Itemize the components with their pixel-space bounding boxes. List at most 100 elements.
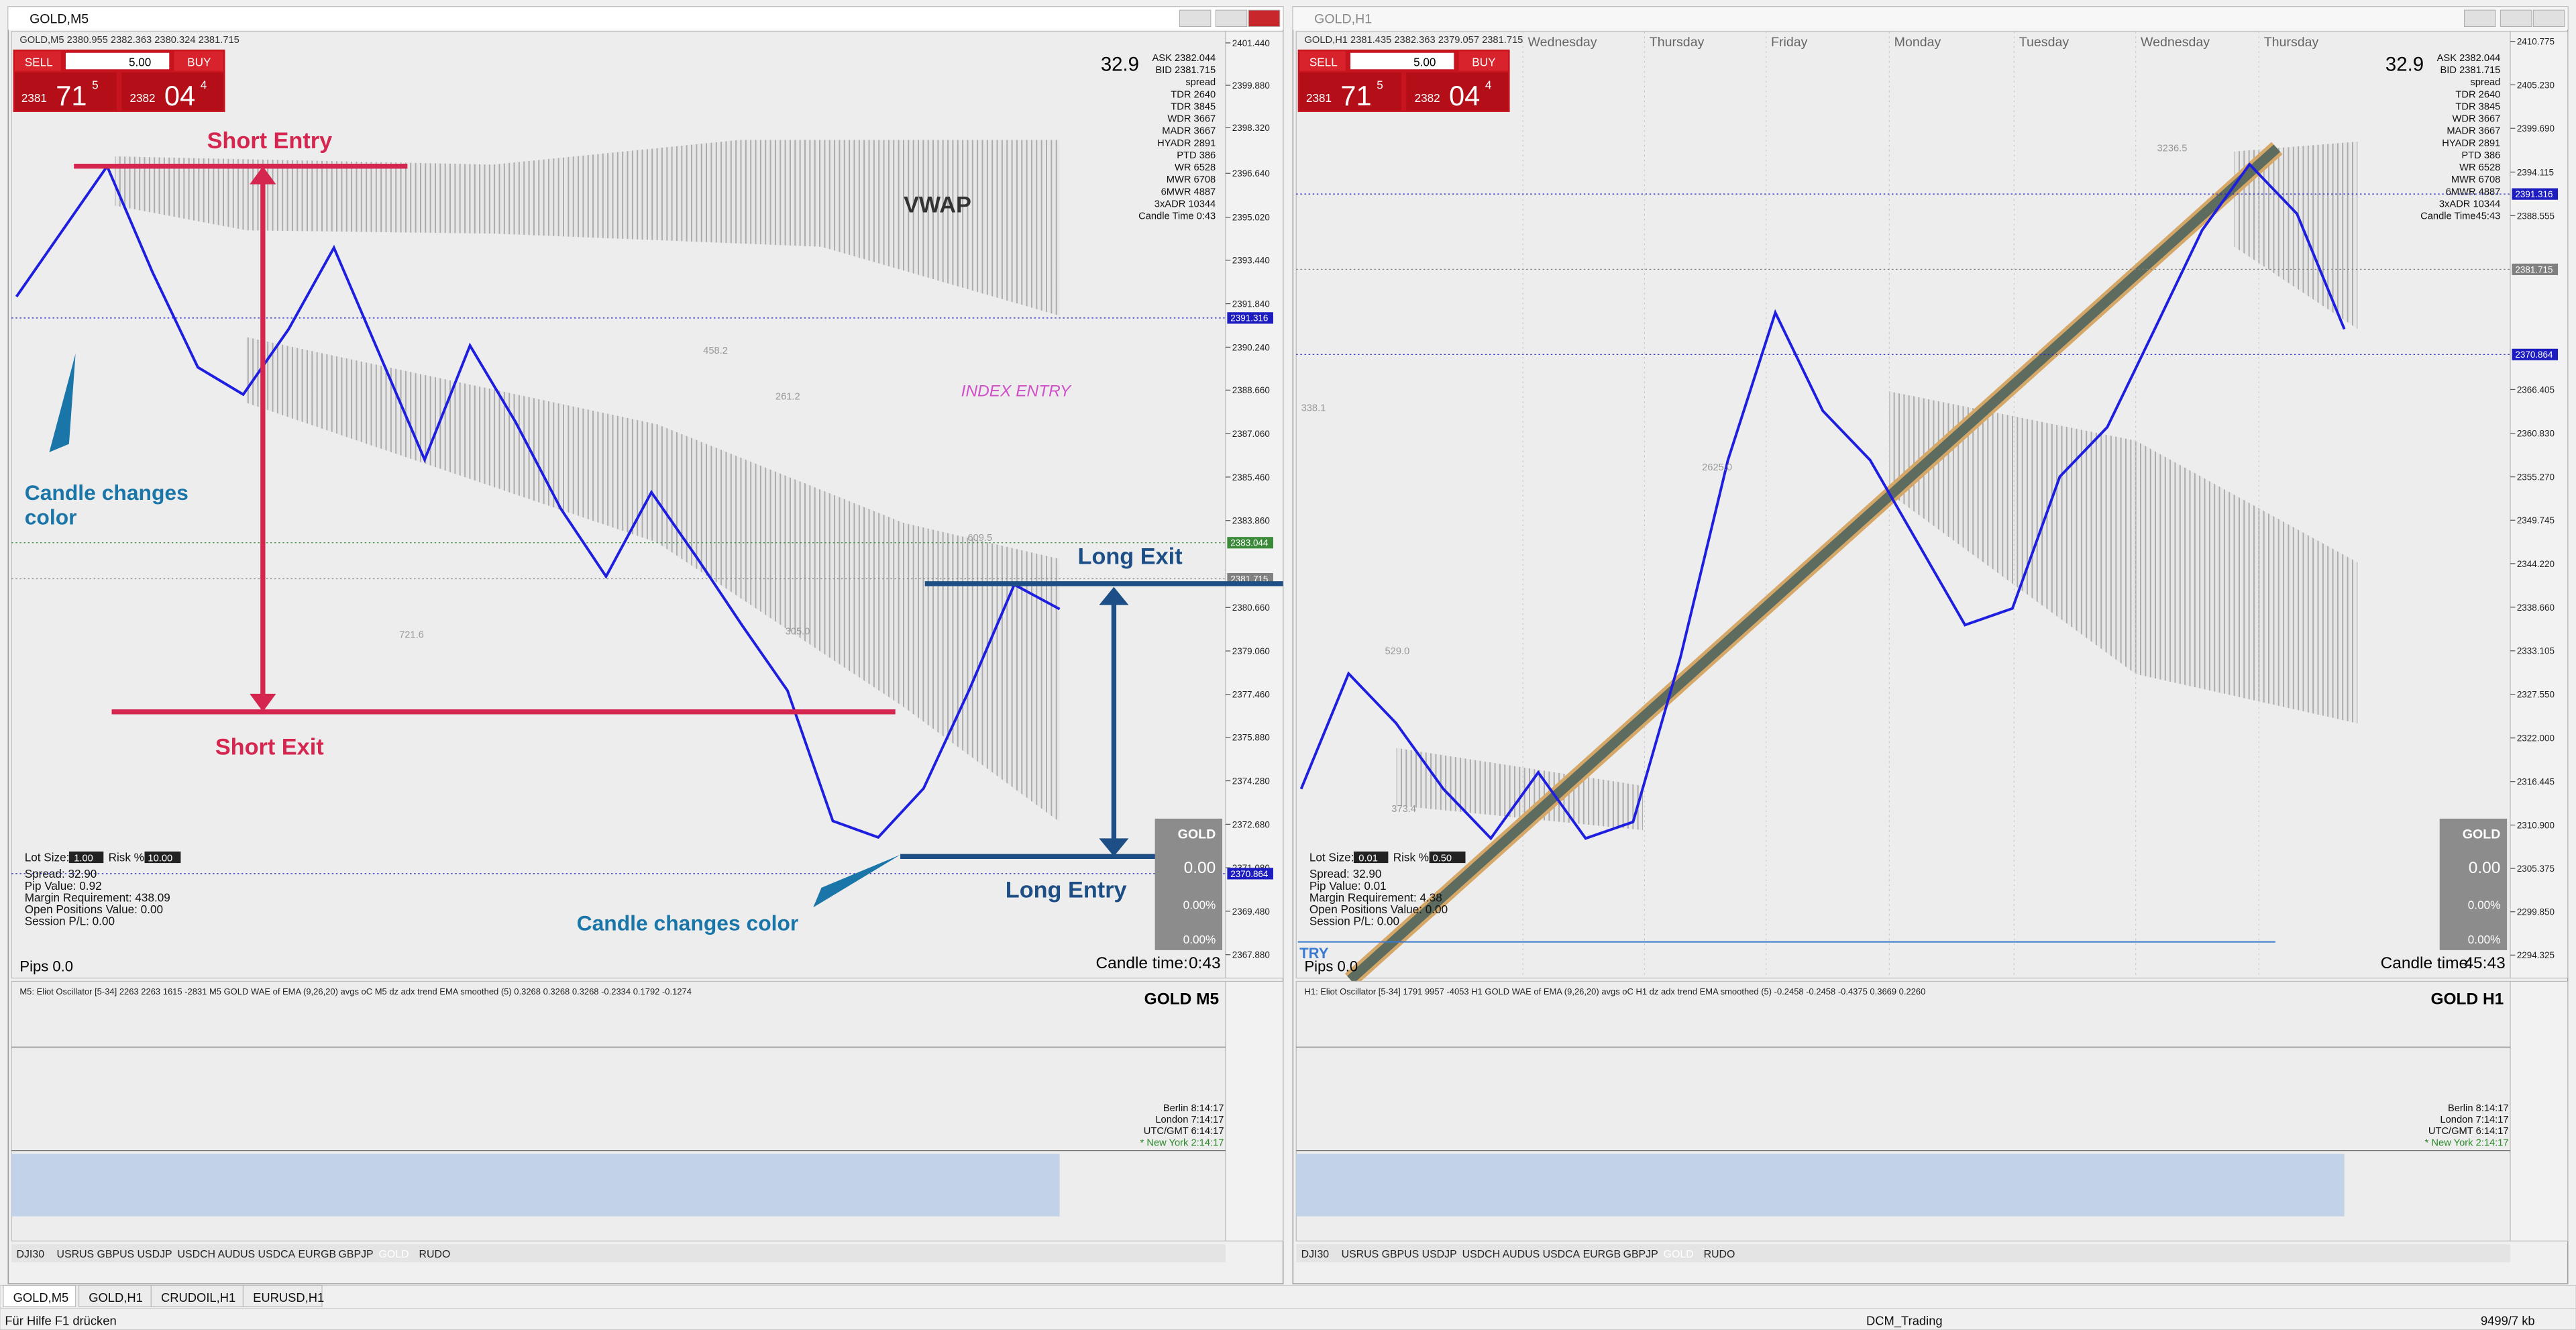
symbol-tab[interactable]: USRUS bbox=[56, 1249, 94, 1260]
account-line: Margin Requirement: 438.09 bbox=[25, 890, 170, 904]
y-tick-label: 2338.660 bbox=[2517, 603, 2555, 613]
price-tag-label: 2391.316 bbox=[2515, 189, 2553, 199]
chart-header: GOLD,M5 2380.955 2382.363 2380.324 2381.… bbox=[19, 35, 239, 46]
symbol-tab[interactable]: USDCH bbox=[1462, 1249, 1501, 1260]
clock: London 7:14:17 bbox=[2440, 1115, 2508, 1125]
info-line: 3xADR 10344 bbox=[1155, 199, 1216, 209]
symbol-tab[interactable]: GOLD bbox=[378, 1249, 409, 1260]
symbol-tab[interactable]: GBPJP bbox=[338, 1249, 373, 1260]
chart-tab-label[interactable]: GOLD,M5 bbox=[13, 1290, 69, 1305]
bid-box[interactable] bbox=[1299, 72, 1401, 111]
symbol-tab[interactable]: DJI30 bbox=[1301, 1249, 1330, 1260]
arrow-head bbox=[1099, 586, 1129, 605]
symbol-tab[interactable]: GBPJP bbox=[1623, 1249, 1658, 1260]
account-line: Spread: 32.90 bbox=[1309, 867, 1382, 880]
annotation: color bbox=[25, 505, 77, 529]
gold-box-text: 0.00 bbox=[1184, 859, 1216, 877]
price-tag bbox=[2512, 188, 2559, 200]
risk-label: Risk % bbox=[1393, 851, 1429, 864]
indicator-axis bbox=[1225, 980, 1284, 1241]
window-button[interactable] bbox=[2500, 9, 2532, 28]
lot-label: Lot Size: bbox=[25, 851, 70, 864]
annotation: INDEX ENTRY bbox=[961, 382, 1072, 401]
symbol-tab[interactable]: GBPUS bbox=[1382, 1249, 1419, 1260]
chart-tab-label[interactable]: GOLD,H1 bbox=[89, 1290, 143, 1305]
annotation: 529.0 bbox=[1385, 646, 1409, 657]
lot-field bbox=[68, 851, 104, 864]
symbol-tab[interactable]: RUDO bbox=[419, 1249, 450, 1260]
symbol-tab[interactable]: AUDUS bbox=[1503, 1249, 1540, 1260]
symbol-tab[interactable]: RUDO bbox=[1704, 1249, 1735, 1260]
info-line: WR 6528 bbox=[2459, 162, 2500, 173]
symbol-tab[interactable]: USDCH bbox=[177, 1249, 215, 1260]
symbol-tab[interactable]: GOLD bbox=[1664, 1249, 1694, 1260]
y-tick-label: 2396.640 bbox=[1232, 168, 1270, 178]
y-tick-label: 2310.900 bbox=[2517, 820, 2555, 830]
buy-button[interactable] bbox=[174, 51, 224, 71]
gold-box-text: 0.00% bbox=[2468, 933, 2501, 946]
status-bar bbox=[0, 1308, 2576, 1330]
chart-tab[interactable] bbox=[150, 1284, 244, 1307]
tab-bar bbox=[0, 1284, 2576, 1309]
annotation: Long Exit bbox=[1078, 544, 1183, 569]
lot-value: 5.00 bbox=[129, 55, 151, 68]
chart-tab[interactable] bbox=[3, 1284, 76, 1307]
y-tick-label: 2390.240 bbox=[1232, 342, 1270, 352]
ask-box[interactable] bbox=[121, 72, 224, 111]
window-button[interactable] bbox=[1179, 9, 1212, 28]
bid-box[interactable] bbox=[15, 72, 117, 111]
lot-field bbox=[1353, 851, 1389, 864]
buy-button[interactable] bbox=[1458, 51, 1509, 71]
symbol-tab[interactable]: USRUS bbox=[1342, 1249, 1379, 1260]
symbol-tab[interactable]: EURGB bbox=[298, 1249, 336, 1260]
info-line: PTD 386 bbox=[2461, 150, 2500, 161]
sell-label[interactable]: SELL bbox=[25, 55, 53, 68]
y-tick-label: 2372.680 bbox=[1232, 819, 1270, 829]
symbol-tab[interactable]: DJI30 bbox=[16, 1249, 44, 1260]
y-tick-label: 2385.460 bbox=[1232, 472, 1270, 482]
sell-button[interactable] bbox=[15, 51, 61, 71]
symbol-tab[interactable]: AUDUS bbox=[217, 1249, 255, 1260]
info-line: TDR 2640 bbox=[2455, 89, 2500, 100]
annotation: Long Entry bbox=[1006, 878, 1127, 903]
info-line: spread bbox=[2470, 77, 2500, 88]
info-line: HYADR 2891 bbox=[1157, 138, 1216, 149]
window-button[interactable] bbox=[2463, 9, 2496, 28]
symbol-tab[interactable]: USDCA bbox=[258, 1249, 295, 1260]
buy-label[interactable]: BUY bbox=[187, 55, 211, 68]
status-help: Für Hilfe F1 drücken bbox=[5, 1313, 116, 1327]
symbol-tab[interactable]: EURGB bbox=[1583, 1249, 1621, 1260]
lot-input[interactable] bbox=[1350, 52, 1454, 70]
chart-tab[interactable] bbox=[242, 1284, 323, 1307]
gold-box-text: 0.00 bbox=[2469, 859, 2501, 877]
ask-box[interactable] bbox=[1406, 72, 1509, 111]
window-button[interactable] bbox=[2532, 9, 2565, 28]
sell-button[interactable] bbox=[1299, 51, 1346, 71]
lot-value: 1.00 bbox=[74, 854, 93, 864]
symbol-tab[interactable]: USDCA bbox=[1543, 1249, 1580, 1260]
day-label: Wednesday bbox=[2141, 35, 2210, 50]
buy-label[interactable]: BUY bbox=[1472, 55, 1496, 68]
gold-box bbox=[2439, 818, 2508, 950]
annotation: 2625.0 bbox=[1702, 462, 1732, 473]
chart-tab-label[interactable]: EURUSD,H1 bbox=[253, 1290, 324, 1305]
lot-value: 5.00 bbox=[1413, 55, 1436, 68]
price-tag bbox=[1227, 868, 1273, 880]
window-button[interactable] bbox=[1248, 9, 1281, 28]
risk-field bbox=[1429, 851, 1466, 864]
symbol-tab[interactable]: USDJP bbox=[137, 1249, 172, 1260]
clock: * New York 2:14:17 bbox=[1140, 1137, 1224, 1148]
chart-tab-label[interactable]: CRUDOIL,H1 bbox=[161, 1290, 235, 1305]
account-line: Pip Value: 0.92 bbox=[25, 879, 102, 892]
window-button[interactable] bbox=[1215, 9, 1248, 28]
info-line: TDR 2640 bbox=[1171, 89, 1216, 100]
bid-price: 2381 bbox=[21, 91, 47, 105]
lot-input[interactable] bbox=[65, 52, 170, 70]
y-tick-label: 2388.660 bbox=[1232, 385, 1270, 395]
y-tick-label: 2399.880 bbox=[1232, 81, 1270, 91]
title-bar bbox=[1293, 7, 2568, 30]
symbol-tab[interactable]: USDJP bbox=[1422, 1249, 1457, 1260]
sell-label[interactable]: SELL bbox=[1309, 55, 1338, 68]
symbol-tab[interactable]: GBPUS bbox=[97, 1249, 134, 1260]
annotation: TRY bbox=[1299, 945, 1329, 962]
